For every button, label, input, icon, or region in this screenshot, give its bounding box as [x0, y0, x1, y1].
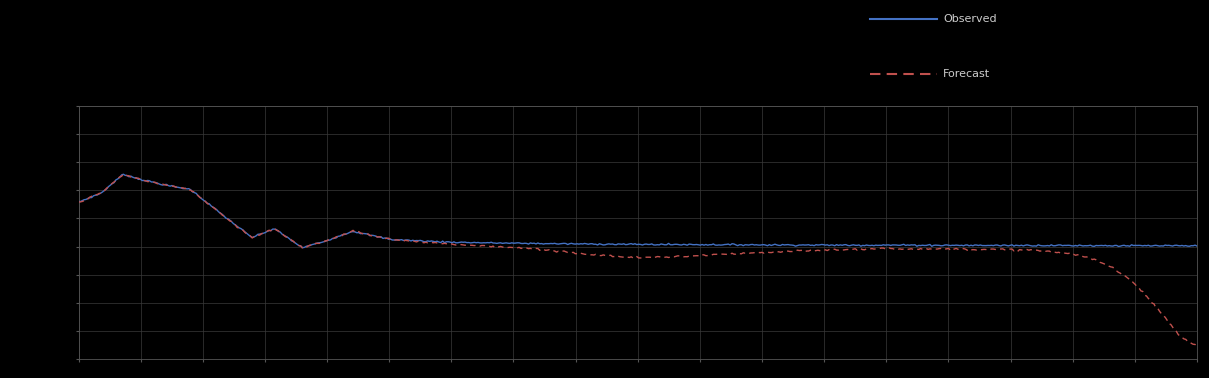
Text: Forecast: Forecast	[943, 69, 990, 79]
Text: Observed: Observed	[943, 14, 996, 24]
